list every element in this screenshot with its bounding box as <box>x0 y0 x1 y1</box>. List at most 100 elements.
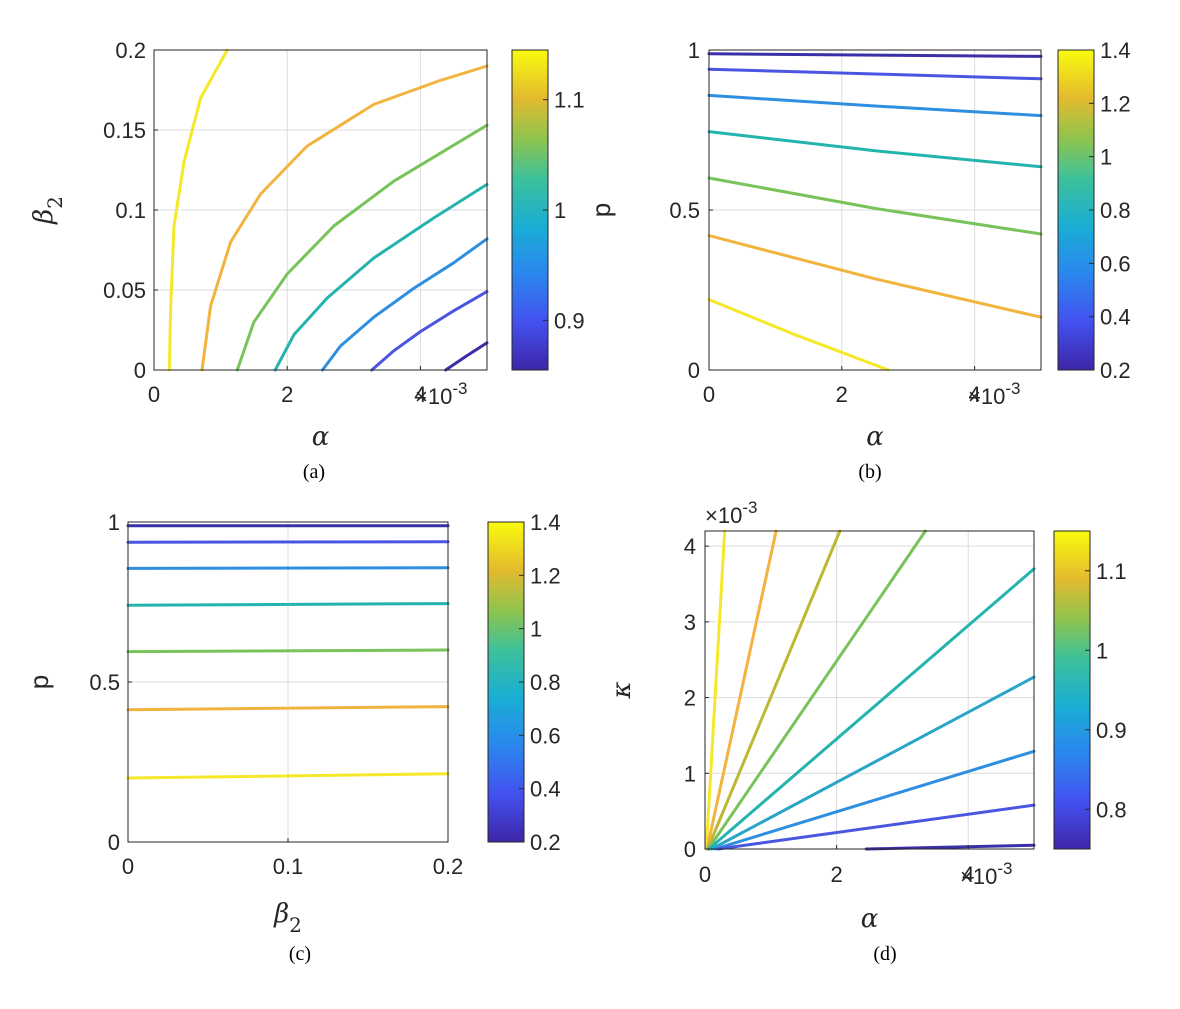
colorbar-tick-label: 1 <box>1100 145 1112 170</box>
colorbar-tick-label: 0.6 <box>530 723 561 748</box>
colorbar-tick-label: 0.2 <box>1100 358 1131 383</box>
x-exponent-power: -3 <box>452 379 467 398</box>
y-tick-label: 4 <box>684 534 696 559</box>
y-axis-label-main: p <box>586 203 616 217</box>
y-tick-label: 1 <box>684 761 696 786</box>
colorbar <box>487 521 525 843</box>
x-axis-label-main: α <box>866 422 884 452</box>
contour-line <box>707 567 1036 851</box>
colorbar-tick-label: 1 <box>554 198 566 223</box>
x-exponent-base: ×10 <box>968 384 1005 409</box>
contour-line <box>705 529 778 851</box>
x-exponent-label: ×10-3 <box>415 379 467 409</box>
y-tick-label: 1 <box>108 510 120 535</box>
y-tick-label: 0.2 <box>115 38 146 63</box>
colorbar-tick-label: 0.6 <box>1100 251 1131 276</box>
y-tick-label: 1 <box>688 38 700 63</box>
plot-frame <box>704 530 1035 850</box>
x-exponent-power: -3 <box>1005 379 1020 398</box>
x-tick-label: 4 <box>968 382 980 407</box>
y-tick-label: 2 <box>684 686 696 711</box>
contour-line <box>713 749 1036 851</box>
contour-line <box>126 648 450 654</box>
x-tick-label: 2 <box>281 382 293 407</box>
colorbar-tick-label: 1 <box>1096 638 1108 663</box>
colorbar-tick-label: 0.4 <box>1100 305 1131 330</box>
x-tick-label: 4 <box>414 382 426 407</box>
contour-line <box>126 566 450 570</box>
y-tick-label: 3 <box>684 610 696 635</box>
x-exponent-base: ×10 <box>960 864 997 889</box>
colorbar-tick-label: 1.4 <box>1100 38 1131 63</box>
colorbar-tick-label: 0.8 <box>1100 198 1131 223</box>
colorbar-tick-label: 1.4 <box>530 510 561 535</box>
y-tick-label: 0.5 <box>89 670 120 695</box>
subplot-caption: (c) <box>289 943 311 965</box>
y-axis-label: p <box>24 675 54 689</box>
x-tick-label: 2 <box>830 862 842 887</box>
colorbar <box>1057 49 1095 371</box>
x-tick-label: 2 <box>836 382 848 407</box>
y-axis-label: κ <box>607 681 637 699</box>
colorbar-tick-label: 0.8 <box>530 670 561 695</box>
x-tick-label: 0 <box>699 862 711 887</box>
contour-line <box>200 64 489 372</box>
x-axis-label-subscript: 2 <box>289 913 302 937</box>
contour-line <box>167 48 229 372</box>
x-axis-label: β2 <box>273 899 302 937</box>
y-tick-label: 0 <box>684 837 696 862</box>
y-axis-label: p <box>586 203 616 217</box>
y-axis-label-subscript: 2 <box>43 196 67 209</box>
y-tick-label: 0.15 <box>103 118 146 143</box>
colorbar-tick-label: 1.2 <box>1100 91 1131 116</box>
y-exponent-base: ×10 <box>705 503 742 528</box>
x-exponent-label: ×10-3 <box>960 859 1012 889</box>
x-axis-label-main: α <box>861 904 879 934</box>
x-exponent-base: ×10 <box>415 384 452 409</box>
contour-line <box>444 341 489 372</box>
contour-line <box>126 705 450 712</box>
contour-line <box>235 123 489 372</box>
y-tick-label: 0 <box>108 830 120 855</box>
subplot-b: 0 2 4 0 0.5 1 ×10-3 α p 0.2 0.4 0.6 0.8 1 1.2 1.4 (b) <box>586 38 1131 483</box>
x-exponent-power: -3 <box>997 859 1012 878</box>
plot-area <box>705 531 1034 849</box>
subplot-caption: (a) <box>303 461 325 483</box>
contour-line <box>273 182 489 372</box>
y-tick-label: 0 <box>688 358 700 383</box>
colorbar <box>511 49 549 371</box>
x-axis-label: α <box>861 904 879 934</box>
y-axis-label-main: β <box>29 209 59 225</box>
x-tick-label: 0 <box>148 382 160 407</box>
colorbar-tick-label: 1.2 <box>530 563 561 588</box>
contour-line <box>126 772 450 780</box>
contour-line <box>864 843 1036 851</box>
colorbar <box>1053 530 1091 850</box>
x-axis-label-main: β <box>273 899 289 929</box>
contour-line <box>710 675 1036 851</box>
contour-line <box>706 529 842 851</box>
y-axis-label-main: κ <box>607 681 637 699</box>
contour-line <box>321 237 489 372</box>
colorbar-tick-label: 0.4 <box>530 777 561 802</box>
colorbar-tick-label: 1.1 <box>554 88 585 113</box>
x-tick-label: 4 <box>962 862 974 887</box>
y-tick-label: 0.5 <box>669 198 700 223</box>
y-tick-label: 0 <box>134 358 146 383</box>
contour-line <box>707 176 1043 236</box>
contour-line <box>706 529 927 851</box>
contour-line <box>707 234 1043 319</box>
contour-line <box>707 130 1043 169</box>
y-tick-label: 0.1 <box>115 198 146 223</box>
contour-line <box>707 67 1043 81</box>
colorbar-tick-label: 1 <box>530 617 542 642</box>
subplot-c: 0 0.1 0.2 0 0.5 1 β2 p 0.2 0.4 0.6 0.8 1 1.2 1.4 (c) <box>24 510 561 965</box>
subplot-caption: (d) <box>873 943 896 965</box>
x-axis-label-main: α <box>312 422 330 452</box>
colorbar-tick-label: 0.8 <box>1096 797 1127 822</box>
y-axis-label-main: p <box>24 675 54 689</box>
contour-line <box>126 602 450 607</box>
